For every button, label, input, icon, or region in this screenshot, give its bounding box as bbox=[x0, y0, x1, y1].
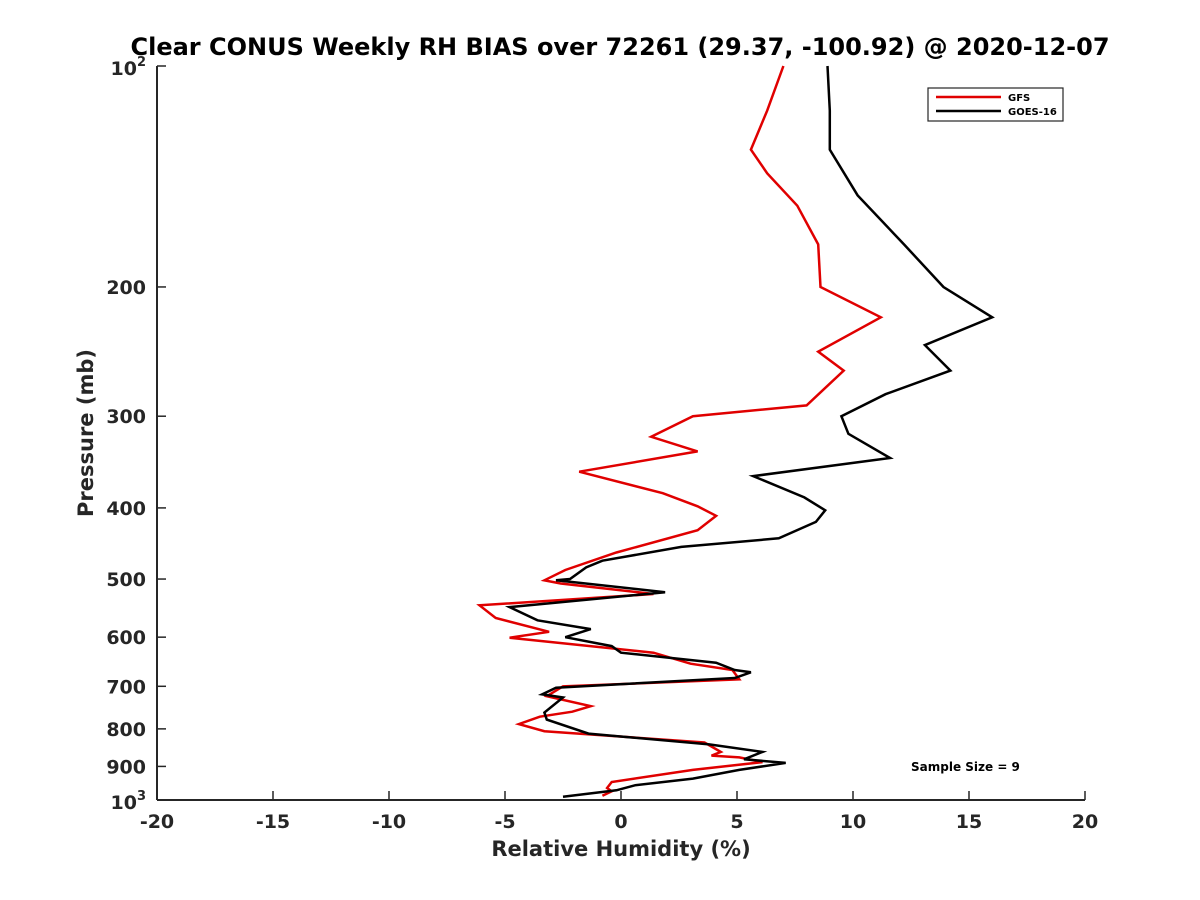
y-tick-label: 300 bbox=[106, 406, 146, 428]
sample-size-annotation: Sample Size = 9 bbox=[911, 760, 1020, 774]
x-tick-label: 5 bbox=[730, 811, 743, 833]
y-tick-label: 900 bbox=[106, 756, 146, 778]
series-line-gfs bbox=[476, 65, 884, 797]
x-tick-label: 20 bbox=[1072, 811, 1098, 833]
chart-title: Clear CONUS Weekly RH BIAS over 72261 (2… bbox=[130, 33, 1109, 61]
y-tick-label: 600 bbox=[106, 627, 146, 649]
y-tick-label: 800 bbox=[106, 719, 146, 741]
x-tick-label: 10 bbox=[840, 811, 866, 833]
x-tick-label: -5 bbox=[494, 811, 515, 833]
legend-box bbox=[927, 87, 1064, 122]
plot-area bbox=[476, 65, 995, 799]
y-tick-label: 400 bbox=[106, 498, 146, 520]
x-tick-label: 0 bbox=[614, 811, 627, 833]
legend-label-goes-16: GOES-16 bbox=[1008, 107, 1057, 118]
y-axis-label: Pressure (mb) bbox=[74, 349, 98, 517]
series-line-goes-16 bbox=[504, 65, 995, 799]
y-tick-label: 200 bbox=[106, 277, 146, 299]
y-tick-label: 500 bbox=[106, 569, 146, 591]
x-tick-label: -10 bbox=[372, 811, 406, 833]
x-tick-label: 15 bbox=[956, 811, 982, 833]
y-tick-label: 102 bbox=[111, 55, 147, 80]
legend-label-gfs: GFS bbox=[1008, 93, 1030, 104]
legend: GFS GOES-16 bbox=[927, 87, 1064, 122]
x-tick-label: -20 bbox=[140, 811, 174, 833]
x-axis-label: Relative Humidity (%) bbox=[491, 837, 750, 861]
x-tick-label: -15 bbox=[256, 811, 290, 833]
y-tick-label: 700 bbox=[106, 676, 146, 698]
x-axis-ticks: -20 -15 -10 -5 0 5 10 15 20 bbox=[140, 791, 1098, 833]
